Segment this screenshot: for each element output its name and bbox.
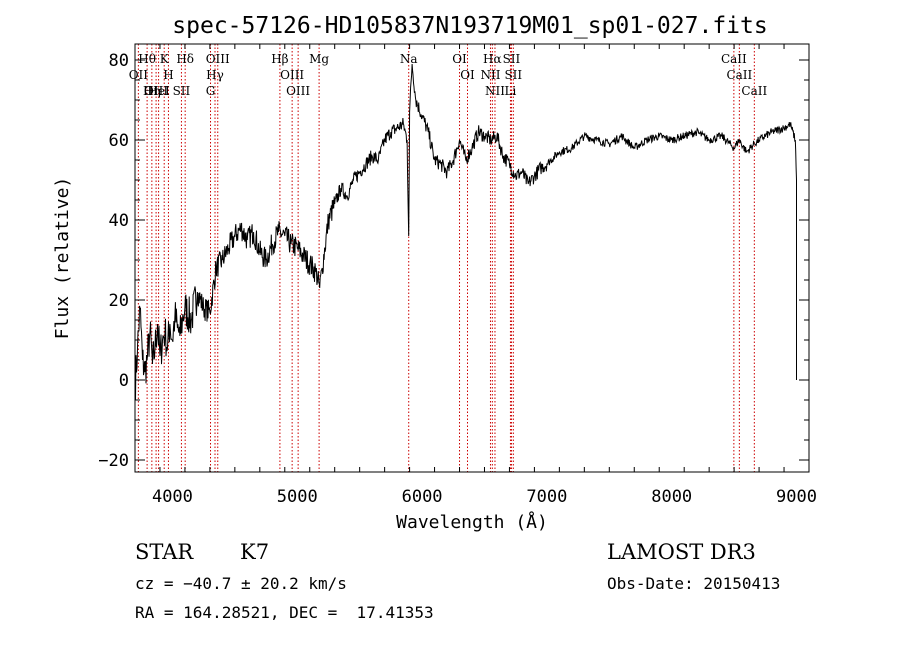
line-label: Hβ xyxy=(271,52,288,66)
y-axis-title: Flux (relative) xyxy=(52,177,73,340)
y-axis-ticks: −20 0 20 40 60 80 xyxy=(98,51,809,471)
x-tick-label: 8000 xyxy=(651,487,692,507)
x-tick-label: 9000 xyxy=(776,487,817,507)
x-axis-ticks: 4000 5000 6000 7000 8000 9000 xyxy=(134,44,817,507)
line-label: Hδ xyxy=(176,52,194,66)
x-tick-label: 5000 xyxy=(277,487,318,507)
line-label: NII xyxy=(485,84,505,98)
observation-date: Obs-Date: 20150413 xyxy=(607,574,781,593)
object-class: STAR xyxy=(135,540,194,564)
line-label: Hα xyxy=(483,52,502,66)
line-label: OI xyxy=(452,52,467,66)
line-label: CaII xyxy=(726,68,752,82)
line-label: H xyxy=(163,68,173,82)
spectral-line-markers xyxy=(137,44,755,472)
x-tick-label: 6000 xyxy=(402,487,443,507)
line-label: NII xyxy=(480,68,500,82)
line-label: Mg xyxy=(309,52,329,66)
line-label: HeI xyxy=(147,84,170,98)
y-tick-label: −20 xyxy=(98,451,129,471)
line-label: G xyxy=(206,84,216,98)
line-label: K xyxy=(160,52,170,66)
survey-name: LAMOST DR3 xyxy=(607,540,756,564)
x-tick-label: 4000 xyxy=(152,487,193,507)
ra-dec: RA = 164.28521, DEC = 17.41353 xyxy=(135,603,434,622)
line-label: Li xyxy=(505,84,517,98)
line-label: Hθ xyxy=(138,52,156,66)
line-label: OIII xyxy=(144,84,168,98)
line-label: SII xyxy=(503,52,521,66)
line-label: Na xyxy=(400,52,418,66)
y-tick-label: 80 xyxy=(109,51,129,71)
spectrum-line xyxy=(134,63,797,401)
line-label: OIII xyxy=(286,84,310,98)
x-tick-label: 7000 xyxy=(526,487,567,507)
line-label: SII xyxy=(504,68,522,82)
line-label: Hγ xyxy=(206,68,224,82)
y-tick-label: 40 xyxy=(109,211,129,231)
y-tick-label: 0 xyxy=(119,371,129,391)
spectral-line-labels: HθOIIOIIIHeIHηKHHδSIIOIIIHγGHβOIIIOIIIMg… xyxy=(129,52,768,98)
line-label: OIII xyxy=(206,52,230,66)
line-label: CaII xyxy=(741,84,767,98)
redshift-velocity: cz = −40.7 ± 20.2 km/s xyxy=(135,574,347,593)
line-label: OI xyxy=(460,68,475,82)
line-label: Hη xyxy=(143,84,161,98)
line-label: CaII xyxy=(721,52,747,66)
y-tick-label: 20 xyxy=(109,291,129,311)
line-label: OII xyxy=(129,68,149,82)
x-axis-title: Wavelength (Å) xyxy=(396,511,548,533)
y-tick-label: 60 xyxy=(109,131,129,151)
object-subclass: K7 xyxy=(240,540,270,564)
line-label: OIII xyxy=(280,68,304,82)
chart-title: spec-57126-HD105837N193719M01_sp01-027.f… xyxy=(172,13,767,39)
line-label: SII xyxy=(173,84,191,98)
plot-frame xyxy=(134,43,810,473)
